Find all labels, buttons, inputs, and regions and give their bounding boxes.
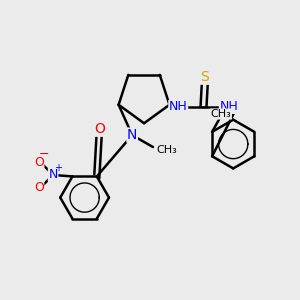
Text: S: S — [201, 70, 209, 84]
Text: −: − — [39, 148, 49, 161]
Text: NH: NH — [219, 100, 238, 113]
Text: O: O — [34, 181, 44, 194]
Text: +: + — [54, 164, 62, 173]
Text: NH: NH — [169, 100, 188, 113]
Text: N: N — [48, 169, 58, 182]
Text: O: O — [94, 122, 105, 136]
Text: CH₃: CH₃ — [211, 109, 231, 119]
Text: O: O — [34, 156, 44, 169]
Text: N: N — [127, 128, 137, 142]
Text: CH₃: CH₃ — [157, 145, 177, 155]
